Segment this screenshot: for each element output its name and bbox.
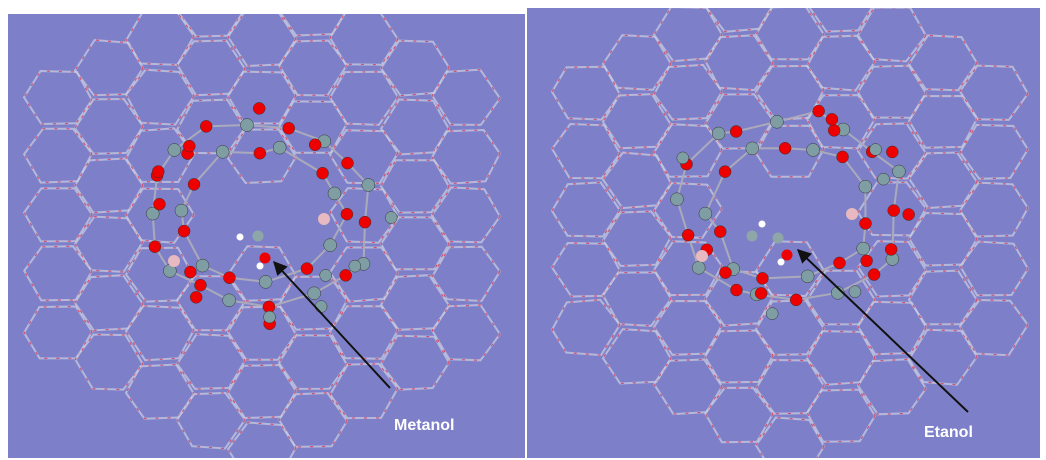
atom	[719, 267, 731, 279]
silicon-atom	[175, 204, 188, 217]
aluminium-atom	[168, 255, 180, 267]
silicon-atom	[892, 165, 905, 178]
atom	[766, 308, 778, 320]
carbon-atom	[773, 233, 784, 244]
panel-background	[8, 14, 525, 458]
oxygen-atom	[188, 178, 200, 190]
oxygen-atom	[790, 294, 802, 306]
silicon-atom	[801, 270, 814, 283]
label: Etanol	[924, 424, 973, 441]
oxygen-atom	[837, 151, 849, 163]
atom	[849, 286, 861, 298]
oxygen-atom	[888, 205, 900, 217]
figure: Metanol Etanol	[0, 0, 1046, 460]
atom	[385, 212, 397, 224]
oxygen-atom	[223, 272, 235, 284]
silicon-atom	[328, 187, 341, 200]
oxygen-atom	[682, 229, 694, 241]
hydrogen-atom	[237, 234, 244, 241]
atom	[677, 152, 689, 164]
oxygen-atom	[149, 241, 161, 253]
atom	[826, 113, 838, 125]
oxygen-atom	[833, 257, 845, 269]
page: Metanol Etanol (() => { const data = JSO…	[0, 0, 1046, 460]
silicon-atom	[223, 294, 236, 307]
panel-background	[527, 8, 1040, 458]
silicon-atom	[699, 207, 712, 220]
carbon-atom	[253, 231, 264, 242]
oxygen-atom	[813, 105, 825, 117]
oxygen-atom	[730, 284, 742, 296]
lattice-oxygen	[228, 0, 296, 7]
atom	[755, 287, 767, 299]
atom	[153, 198, 165, 210]
hydrogen-atom	[759, 221, 766, 228]
oxygen-atom	[178, 225, 190, 237]
silicon-atom	[859, 180, 872, 193]
oxygen-atom	[317, 167, 329, 179]
oxygen-atom	[260, 253, 271, 264]
oxygen-atom	[730, 125, 742, 137]
silicon-atom	[216, 145, 229, 158]
atom	[184, 266, 196, 278]
silicon-atom	[807, 143, 820, 156]
oxygen-atom	[301, 263, 313, 275]
silicon-atom	[362, 178, 375, 191]
silicon-atom	[168, 143, 181, 156]
silicon-atom	[324, 239, 337, 252]
oxygen-atom	[342, 157, 354, 169]
atom	[877, 173, 889, 185]
silicon-atom	[241, 119, 254, 132]
silicon-atom	[273, 141, 286, 154]
oxygen-atom	[782, 250, 793, 261]
atom	[886, 146, 898, 158]
silicon-atom	[670, 193, 683, 206]
silicon-atom	[259, 275, 272, 288]
oxygen-atom	[719, 166, 731, 178]
atom	[183, 140, 195, 152]
oxygen-atom	[341, 208, 353, 220]
silicon-atom	[712, 127, 725, 140]
atom	[309, 139, 321, 151]
oxygen-atom	[860, 218, 872, 230]
silicon-atom	[692, 261, 705, 274]
atom	[903, 208, 915, 220]
atom	[190, 291, 202, 303]
oxygen-atom	[359, 216, 371, 228]
atom	[349, 260, 361, 272]
atom	[315, 301, 327, 313]
atom	[253, 102, 265, 114]
atom	[152, 166, 164, 178]
silicon-atom	[308, 287, 321, 300]
oxygen-atom	[714, 226, 726, 238]
lattice-ring	[228, 0, 296, 7]
atom	[861, 255, 873, 267]
atom	[870, 144, 882, 156]
label: Metanol	[394, 417, 454, 434]
carbon-atom	[747, 231, 758, 242]
oxygen-atom	[779, 142, 791, 154]
oxygen-atom	[340, 269, 352, 281]
oxygen-atom	[756, 272, 768, 284]
silicon-atom	[196, 259, 209, 272]
lattice-oxygen	[756, 0, 824, 2]
oxygen-atom	[254, 147, 266, 159]
lattice-ring	[756, 0, 824, 2]
oxygen-atom	[283, 122, 295, 134]
atom	[885, 243, 897, 255]
oxygen-atom	[200, 120, 212, 132]
silicon-atom	[746, 142, 759, 155]
atom	[264, 311, 276, 323]
silicon-atom	[857, 242, 870, 255]
atom	[828, 124, 840, 136]
hydrogen-atom	[778, 259, 785, 266]
aluminium-atom	[318, 213, 330, 225]
hydrogen-atom	[257, 263, 264, 270]
oxygen-atom	[194, 279, 206, 291]
aluminium-atom	[846, 208, 858, 220]
atom	[320, 269, 332, 281]
oxygen-atom	[868, 269, 880, 281]
aluminium-atom	[696, 250, 708, 262]
silicon-atom	[770, 115, 783, 128]
